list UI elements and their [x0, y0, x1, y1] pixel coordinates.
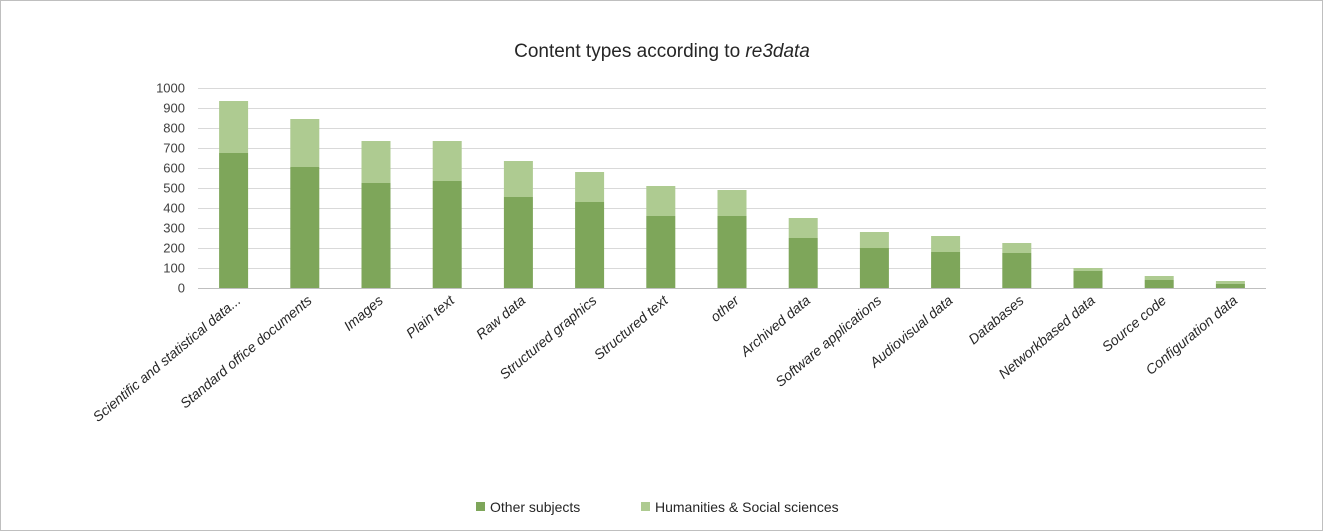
bar-humanities-social-sciences: [219, 101, 249, 153]
y-axis-ticks: 0 100 200 300 400 500 600 700 800 900 1000: [156, 81, 185, 296]
legend-label: Other subjects: [490, 499, 580, 515]
y-tick-label: 400: [163, 201, 185, 216]
bar-other-subjects: [1144, 280, 1174, 288]
x-tick-label: Raw data: [473, 292, 529, 342]
bar-other-subjects: [219, 153, 249, 288]
bar-layer: [219, 101, 1245, 288]
bar-humanities-social-sciences: [290, 119, 320, 167]
bar-other-subjects: [575, 202, 605, 288]
legend-swatch: [641, 502, 650, 511]
bar-humanities-social-sciences: [1215, 281, 1245, 284]
x-axis-ticks: Scientific and statistical data...Standa…: [90, 291, 1241, 425]
x-tick-label: Archived data: [736, 292, 813, 360]
y-tick-label: 200: [163, 241, 185, 256]
y-tick-label: 900: [163, 101, 185, 116]
bar-other-subjects: [361, 183, 391, 288]
bar-humanities-social-sciences: [432, 141, 462, 181]
y-tick-label: 100: [163, 261, 185, 276]
bar-other-subjects: [717, 216, 747, 288]
bar-other-subjects: [503, 197, 533, 288]
bar-other-subjects: [788, 238, 818, 288]
bar-other-subjects: [1215, 284, 1245, 288]
bar-humanities-social-sciences: [931, 236, 961, 252]
bar-other-subjects: [859, 248, 889, 288]
bar-other-subjects: [931, 252, 961, 288]
chart-title: Content types according to re3data: [514, 41, 810, 62]
bar-humanities-social-sciences: [575, 172, 605, 202]
bar-other-subjects: [646, 216, 676, 288]
bar-other-subjects: [432, 181, 462, 288]
y-tick-label: 800: [163, 121, 185, 136]
y-tick-label: 300: [163, 221, 185, 236]
bar-other-subjects: [1002, 253, 1032, 288]
y-tick-label: 500: [163, 181, 185, 196]
bar-humanities-social-sciences: [717, 190, 747, 216]
bar-humanities-social-sciences: [361, 141, 391, 183]
x-tick-label: Scientific and statistical data...: [90, 292, 244, 425]
bar-other-subjects: [290, 167, 320, 288]
x-tick-label: Source code: [1099, 292, 1170, 355]
x-tick-label: Images: [340, 292, 385, 334]
x-tick-label: Plain text: [403, 291, 458, 341]
y-tick-label: 1000: [156, 81, 185, 96]
y-tick-label: 0: [178, 281, 185, 296]
bar-other-subjects: [1073, 271, 1103, 288]
chart-title-main: Content types according to: [514, 41, 745, 62]
bar-humanities-social-sciences: [859, 232, 889, 248]
x-tick-label: other: [707, 291, 743, 325]
x-tick-label: Structured text: [591, 291, 672, 362]
bar-humanities-social-sciences: [646, 186, 676, 216]
chart-title-emphasis: re3data: [745, 41, 809, 62]
x-tick-label: Databases: [965, 292, 1027, 347]
y-tick-label: 700: [163, 141, 185, 156]
bar-humanities-social-sciences: [1073, 268, 1103, 271]
bar-humanities-social-sciences: [1144, 276, 1174, 280]
bar-humanities-social-sciences: [503, 161, 533, 197]
y-tick-label: 600: [163, 161, 185, 176]
bar-humanities-social-sciences: [788, 218, 818, 238]
legend: Other subjects Humanities & Social scienc…: [476, 499, 839, 515]
x-tick-label: Standard office documents: [177, 292, 315, 411]
bar-humanities-social-sciences: [1002, 243, 1032, 253]
legend-label: Humanities & Social sciences: [655, 499, 839, 515]
legend-swatch: [476, 502, 485, 511]
